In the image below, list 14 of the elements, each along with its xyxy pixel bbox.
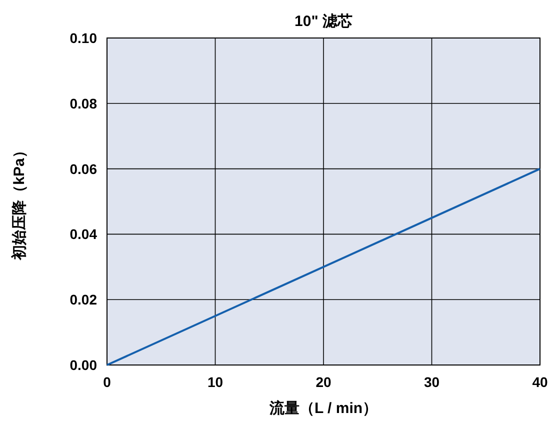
- chart-title: 10" 滤芯: [294, 13, 352, 30]
- y-tick-label: 0.06: [70, 160, 98, 177]
- y-axis-title: 初始压降（kPa）: [10, 143, 28, 261]
- x-tick-label: 0: [103, 374, 112, 390]
- x-tick-label: 10: [207, 374, 224, 390]
- x-tick-label: 30: [424, 374, 440, 390]
- y-tick-label: 0.02: [70, 292, 98, 308]
- y-tick-label: 0.10: [70, 30, 98, 46]
- x-tick-label: 20: [316, 374, 332, 390]
- x-axis-title: 流量（L / min）: [268, 399, 378, 417]
- y-tick-label: 0.04: [70, 226, 98, 242]
- x-tick-label: 40: [532, 374, 548, 390]
- y-tick-label: 0.00: [70, 357, 98, 373]
- y-tick-label: 0.08: [70, 95, 98, 112]
